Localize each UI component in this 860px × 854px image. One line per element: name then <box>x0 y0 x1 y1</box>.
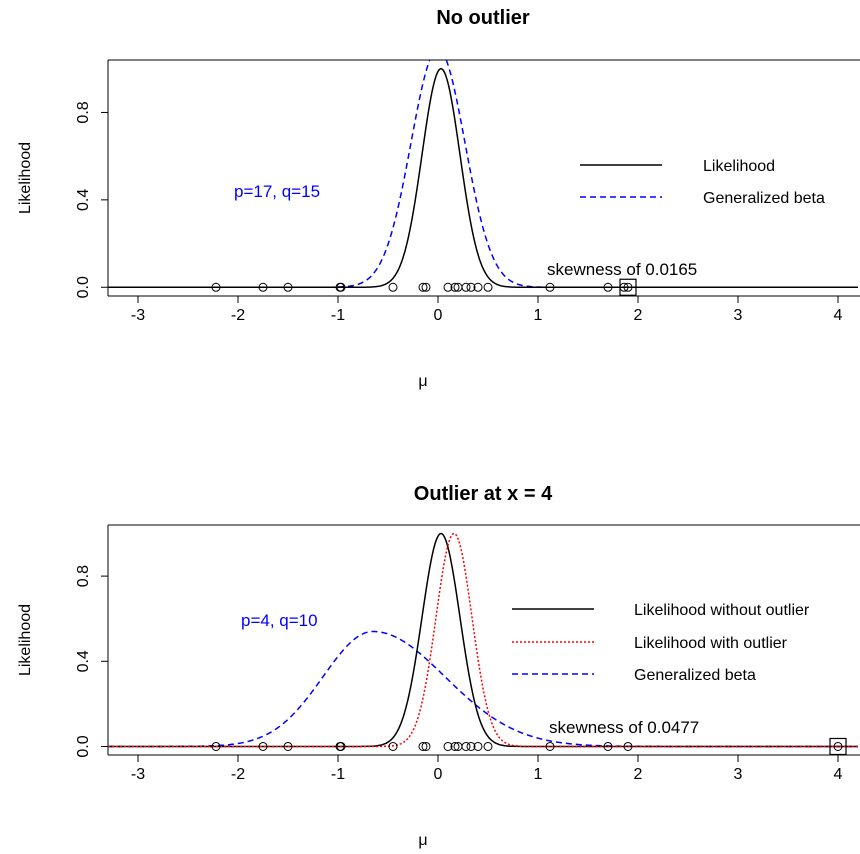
x-tick-label: -2 <box>231 766 245 783</box>
x-tick-label: 2 <box>634 307 643 324</box>
legend-label: Generalized beta <box>703 190 825 207</box>
legend-label: Likelihood with outlier <box>634 635 788 652</box>
x-tick-label: 0 <box>434 766 443 783</box>
data-point <box>623 282 633 292</box>
y-axis-label: Likelihood <box>17 142 34 214</box>
x-tick-label: -3 <box>131 307 145 324</box>
x-tick-label: 3 <box>734 766 743 783</box>
x-tick-label: 4 <box>834 307 843 324</box>
x-tick-label: -1 <box>331 307 345 324</box>
data-point <box>450 741 460 751</box>
y-tick-label: 0.0 <box>75 735 92 757</box>
y-tick-label: 0.8 <box>75 101 92 123</box>
panel-2: Outlier at x = 4 -3 -2 -1 0 1 2 3 4 0.0 0.4 0.8 μ Lik… <box>17 483 860 849</box>
x-axis-label: μ <box>418 373 427 390</box>
legend-label: Likelihood without outlier <box>634 602 810 619</box>
data-point <box>545 282 555 292</box>
data-point <box>443 282 453 292</box>
data-point <box>388 741 398 751</box>
x-axis-label: μ <box>418 832 427 849</box>
y-tick-label: 0.4 <box>75 189 92 211</box>
y-tick-label: 0.8 <box>75 565 92 587</box>
data-point <box>283 741 293 751</box>
x-tick-label: -1 <box>331 766 345 783</box>
x-tick-label: 2 <box>634 766 643 783</box>
x-tick-label: 1 <box>534 766 543 783</box>
y-tick-label: 0.0 <box>75 276 92 298</box>
legend-label: Generalized beta <box>634 667 756 684</box>
data-point <box>421 741 431 751</box>
data-point <box>211 282 221 292</box>
data-point <box>418 282 428 292</box>
x-tick-label: -3 <box>131 766 145 783</box>
params-annotation: p=4, q=10 <box>241 611 318 630</box>
legend-label: Likelihood <box>703 158 775 175</box>
series-likelihood-with-outlier <box>108 532 858 748</box>
skewness-annotation: skewness of 0.0477 <box>549 718 699 737</box>
data-point <box>336 741 346 751</box>
params-annotation: p=17, q=15 <box>234 182 320 201</box>
data-point <box>211 741 221 751</box>
skewness-annotation: skewness of 0.0165 <box>547 260 697 279</box>
data-point <box>443 741 453 751</box>
series-generalized-beta <box>108 630 858 748</box>
data-point <box>473 741 483 751</box>
data-point <box>545 741 555 751</box>
y-tick-label: 0.4 <box>75 650 92 672</box>
highlight-box <box>619 278 637 296</box>
data-point <box>258 282 268 292</box>
data-point <box>466 282 476 292</box>
panel-1: No outlier -3 -2 -1 0 1 2 3 4 0.0 0.4 0.8 μ Likelihoo… <box>17 7 860 390</box>
data-point <box>418 741 428 751</box>
highlight-box <box>829 737 847 756</box>
curves <box>108 532 858 748</box>
data-point <box>461 741 471 751</box>
series-likelihood <box>108 67 858 289</box>
x-tick-label: 0 <box>434 307 443 324</box>
chart-title: No outlier <box>436 7 530 29</box>
data-point <box>466 741 476 751</box>
data-point <box>623 741 633 751</box>
data-point <box>483 741 493 751</box>
data-point <box>283 282 293 292</box>
data-point <box>388 282 398 292</box>
x-tick-label: -2 <box>231 307 245 324</box>
data-point <box>450 282 460 292</box>
data-point <box>258 741 268 751</box>
curves <box>108 60 858 289</box>
data-point <box>833 741 843 751</box>
data-point <box>461 282 471 292</box>
y-axis-label: Likelihood <box>17 604 34 676</box>
data-point <box>421 282 431 292</box>
chart-title: Outlier at x = 4 <box>414 483 553 505</box>
data-point <box>483 282 493 292</box>
data-point <box>336 282 346 292</box>
x-tick-label: 4 <box>834 766 843 783</box>
x-tick-label: 1 <box>534 307 543 324</box>
x-tick-label: 3 <box>734 307 743 324</box>
data-point <box>603 282 613 292</box>
data-point <box>603 741 613 751</box>
data-point <box>473 282 483 292</box>
